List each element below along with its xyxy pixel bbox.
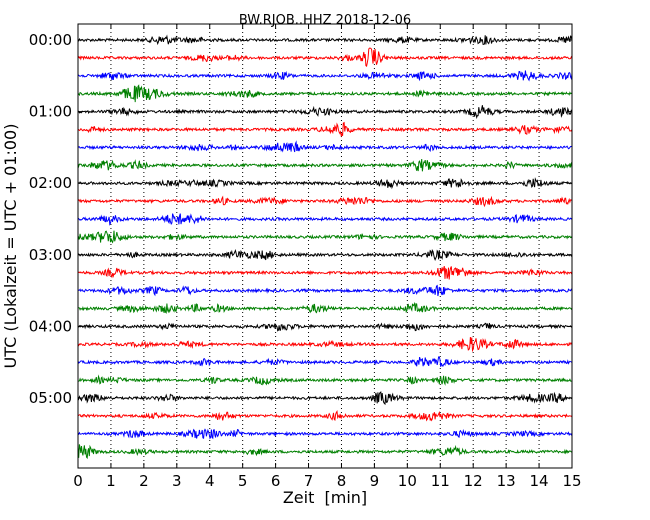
trace-group xyxy=(77,34,573,460)
x-tick-label: 1 xyxy=(106,472,116,490)
x-tick-label: 2 xyxy=(139,472,149,490)
trace-line xyxy=(78,410,573,422)
x-tick-label: 13 xyxy=(497,472,516,490)
x-tick-label: 15 xyxy=(562,472,581,490)
trace-line xyxy=(77,158,573,172)
y-tick-label: 00:00 xyxy=(29,31,72,49)
trace-line xyxy=(77,248,573,262)
y-axis-label: UTC (Lokalzeit = UTC + 01:00) xyxy=(1,124,20,369)
x-tick-label: 6 xyxy=(271,472,281,490)
x-tick-label: 4 xyxy=(205,472,215,490)
y-tick-label: 05:00 xyxy=(29,389,72,407)
trace-line xyxy=(77,121,573,138)
trace-line xyxy=(77,84,573,103)
y-axis: 00:00 01:00 02:00 03:00 04:00 05:00 xyxy=(29,31,572,407)
trace-line xyxy=(77,105,573,120)
trace-line xyxy=(77,47,573,67)
y-tick-label: 01:00 xyxy=(29,103,72,121)
x-tick-label: 7 xyxy=(304,472,314,490)
trace-line xyxy=(77,265,573,280)
x-tick-label: 0 xyxy=(73,472,83,490)
trace-line xyxy=(77,34,573,46)
x-axis: 0 1 2 3 4 5 6 7 8 9 10 11 12 13 14 15 xyxy=(73,24,582,490)
trace-line xyxy=(77,428,573,440)
trace-line xyxy=(77,391,573,406)
trace-line xyxy=(77,195,573,208)
trace-line xyxy=(77,140,573,153)
x-axis-label: Zeit [min] xyxy=(283,488,367,507)
trace-line xyxy=(77,444,573,460)
trace-line xyxy=(77,284,573,297)
plot-frame xyxy=(77,23,573,469)
x-tick-label: 8 xyxy=(337,472,347,490)
x-tick-label: 3 xyxy=(172,472,182,490)
y-tick-label: 03:00 xyxy=(29,246,72,264)
trace-line xyxy=(77,336,573,353)
x-tick-label: 14 xyxy=(530,472,549,490)
x-tick-label: 12 xyxy=(464,472,483,490)
trace-line xyxy=(78,374,573,386)
x-tick-label: 9 xyxy=(370,472,380,490)
trace-line xyxy=(77,213,573,226)
trace-line xyxy=(77,177,573,190)
trace-line xyxy=(77,322,573,332)
y-tick-label: 04:00 xyxy=(29,317,72,335)
trace-line xyxy=(77,230,573,244)
y-tick-label: 02:00 xyxy=(29,174,72,192)
x-tick-label: 11 xyxy=(431,472,450,490)
trace-line xyxy=(77,70,573,82)
trace-line xyxy=(77,301,573,314)
x-tick-label: 10 xyxy=(398,472,417,490)
chart-title: BW.RJOB..HHZ 2018-12-06 xyxy=(239,13,411,28)
trace-line xyxy=(77,356,573,367)
x-tick-label: 5 xyxy=(238,472,248,490)
